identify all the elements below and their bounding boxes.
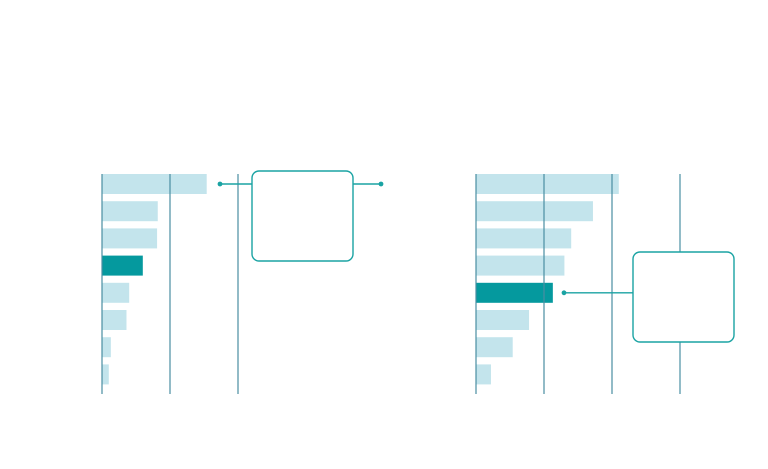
callout-dot-2 — [561, 290, 567, 296]
callout-box-2 — [632, 251, 735, 343]
bar-1-8 — [102, 364, 109, 385]
highlight-bar-1-4 — [102, 255, 143, 276]
bar-2-3 — [476, 228, 572, 249]
bar-1-1 — [102, 174, 207, 194]
bar-2-4 — [476, 255, 565, 276]
bar-2-1 — [476, 174, 619, 194]
callout-dot-right-1 — [378, 181, 384, 187]
bar-1-6 — [102, 310, 127, 330]
bar-2-7 — [476, 337, 513, 358]
bar-1-7 — [102, 337, 111, 358]
bar-2-8 — [476, 364, 491, 385]
bar-1-5 — [102, 282, 130, 303]
bar-1-3 — [102, 228, 158, 249]
bar-1-2 — [102, 201, 158, 222]
bar-2-2 — [476, 201, 593, 222]
callout-box-1 — [251, 170, 354, 262]
bar-2-6 — [476, 310, 530, 330]
highlight-bar-2-5 — [476, 282, 553, 303]
callout-dot-1 — [217, 181, 223, 187]
